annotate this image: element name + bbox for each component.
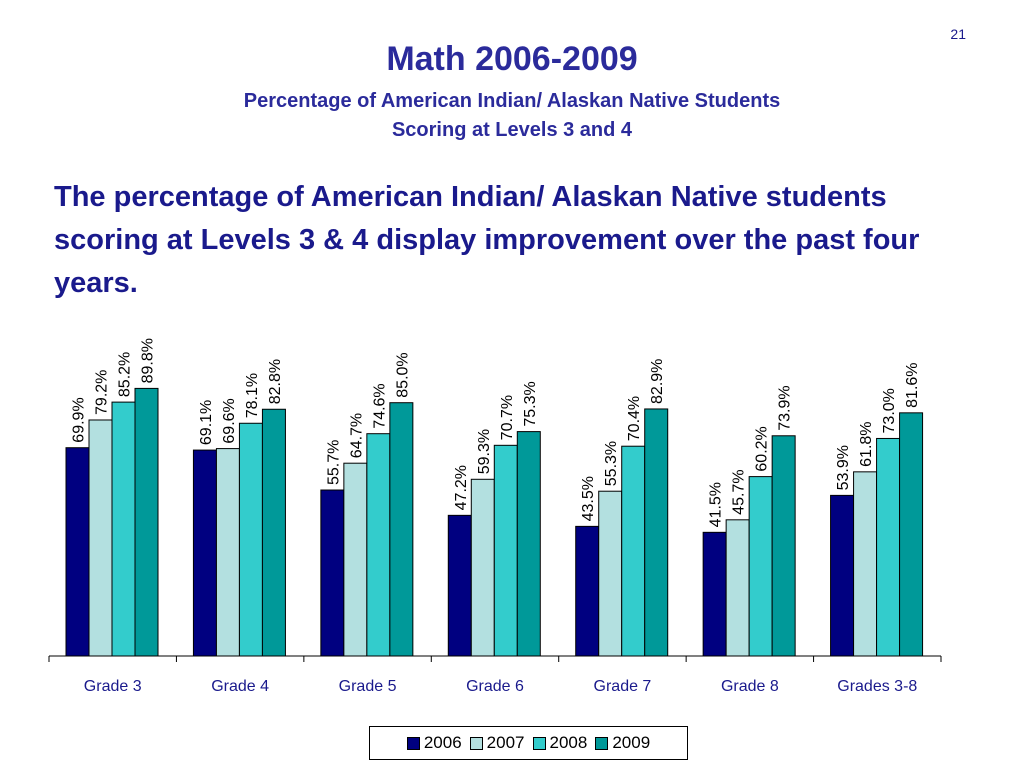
data-label-2009-3: 85.0% [394,352,411,397]
data-label-2008-4: 70.7% [499,395,516,440]
legend-item-2009: 2009 [595,733,650,753]
data-label-2008-1: 85.2% [117,352,134,397]
data-label-2006-4: 47.2% [453,465,470,510]
data-label-2009-5: 82.9% [649,359,666,404]
bar-2009-3 [389,402,414,657]
bar-2009-6 [771,435,796,657]
bar-2008-1 [111,401,136,657]
bar-2009-2 [261,408,286,657]
data-label-2008-7: 73.0% [881,388,898,433]
data-label-2008-3: 74.6% [371,383,388,428]
data-label-2006-2: 69.1% [198,400,215,445]
bar-2006-2 [192,449,217,657]
bar-2008-3 [366,433,391,657]
legend-swatch-2008 [532,736,546,750]
bar-2009-1 [134,387,159,657]
data-label-2009-1: 89.8% [140,338,157,383]
subtitle-line-1: Percentage of American Indian/ Alaskan N… [243,90,781,112]
bar-2006-6 [702,531,727,657]
legend-swatch-2007 [469,736,483,750]
x-tick-label: Grade 6 [466,678,524,695]
bar-2006-1 [65,447,90,657]
bar-2008-7 [876,437,901,657]
bar-2008-2 [238,422,263,657]
data-label-2007-5: 55.3% [603,441,620,486]
body-text: The percentage of American Indian/ Alask… [54,181,920,299]
data-label-2008-6: 60.2% [754,426,771,471]
data-label-2006-7: 53.9% [835,445,852,490]
legend-label-2009: 2009 [612,733,651,752]
data-label-2007-2: 69.6% [221,398,238,443]
data-label-2007-3: 64.7% [348,413,365,458]
bar-2009-7 [899,412,924,657]
bar-2006-4 [447,514,472,657]
bar-2007-5 [598,490,623,657]
slide-subtitle: Percentage of American Indian/ Alaskan N… [0,87,1024,145]
bar-2008-5 [621,445,646,657]
bar-2007-7 [853,471,878,657]
legend-item-2008: 2008 [532,733,588,753]
bar-2007-3 [343,462,368,657]
data-label-2007-1: 79.2% [94,370,111,415]
legend-item-2007: 2007 [469,733,525,753]
legend-label-2007: 2007 [486,733,525,752]
bar-2008-4 [493,444,518,657]
data-label-2009-2: 82.8% [267,359,284,404]
data-label-2009-4: 75.3% [522,381,539,426]
bar-2007-2 [215,448,240,657]
data-label-2009-7: 81.6% [904,362,921,407]
slide-title: Math 2006-2009 [386,40,638,78]
data-label-2007-4: 59.3% [476,429,493,474]
legend-swatch-2009 [595,736,609,750]
data-label-2008-2: 78.1% [244,373,261,418]
x-tick-label: Grade 8 [721,678,779,695]
x-tick-label: Grade 7 [594,678,652,695]
data-label-2009-6: 73.9% [777,385,794,430]
bar-2008-6 [748,476,773,657]
x-tick-label: Grades 3-8 [837,678,917,695]
data-label-2006-1: 69.9% [71,397,88,442]
bar-2007-1 [88,419,113,657]
legend-swatch-2006 [406,736,420,750]
x-tick-label: Grade 4 [211,678,269,695]
data-label-2006-5: 43.5% [580,476,597,521]
bar-2006-7 [830,494,855,657]
bar-2007-4 [470,478,495,657]
x-tick-label: Grade 3 [84,678,142,695]
bar-2006-5 [575,525,600,657]
page-number: 21 [950,26,966,42]
chart-legend: 2006 2007 2008 2009 [369,726,688,760]
x-tick-label: Grade 5 [339,678,397,695]
data-label-2007-7: 61.8% [858,421,875,466]
data-label-2007-6: 45.7% [731,469,748,514]
bar-2007-6 [725,519,750,657]
subtitle-line-2: Scoring at Levels 3 and 4 [391,119,633,141]
bar-2006-3 [320,489,345,657]
data-label-2006-3: 55.7% [325,440,342,485]
legend-label-2008: 2008 [549,733,588,752]
bar-2009-5 [644,408,669,657]
legend-label-2006: 2006 [423,733,462,752]
legend-item-2006: 2006 [406,733,462,753]
bar-2009-4 [516,431,541,657]
data-label-2008-5: 70.4% [626,396,643,441]
data-label-2006-6: 41.5% [708,482,725,527]
